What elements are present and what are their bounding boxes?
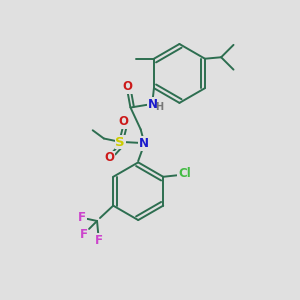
Text: N: N (148, 98, 158, 111)
Text: O: O (122, 80, 132, 93)
Text: F: F (94, 234, 103, 247)
Text: O: O (118, 115, 128, 128)
Text: N: N (139, 137, 148, 150)
Text: F: F (78, 211, 86, 224)
Text: O: O (105, 152, 115, 164)
Text: H: H (155, 102, 163, 112)
Text: Cl: Cl (178, 167, 191, 180)
Text: S: S (115, 136, 125, 148)
Text: F: F (80, 228, 88, 241)
